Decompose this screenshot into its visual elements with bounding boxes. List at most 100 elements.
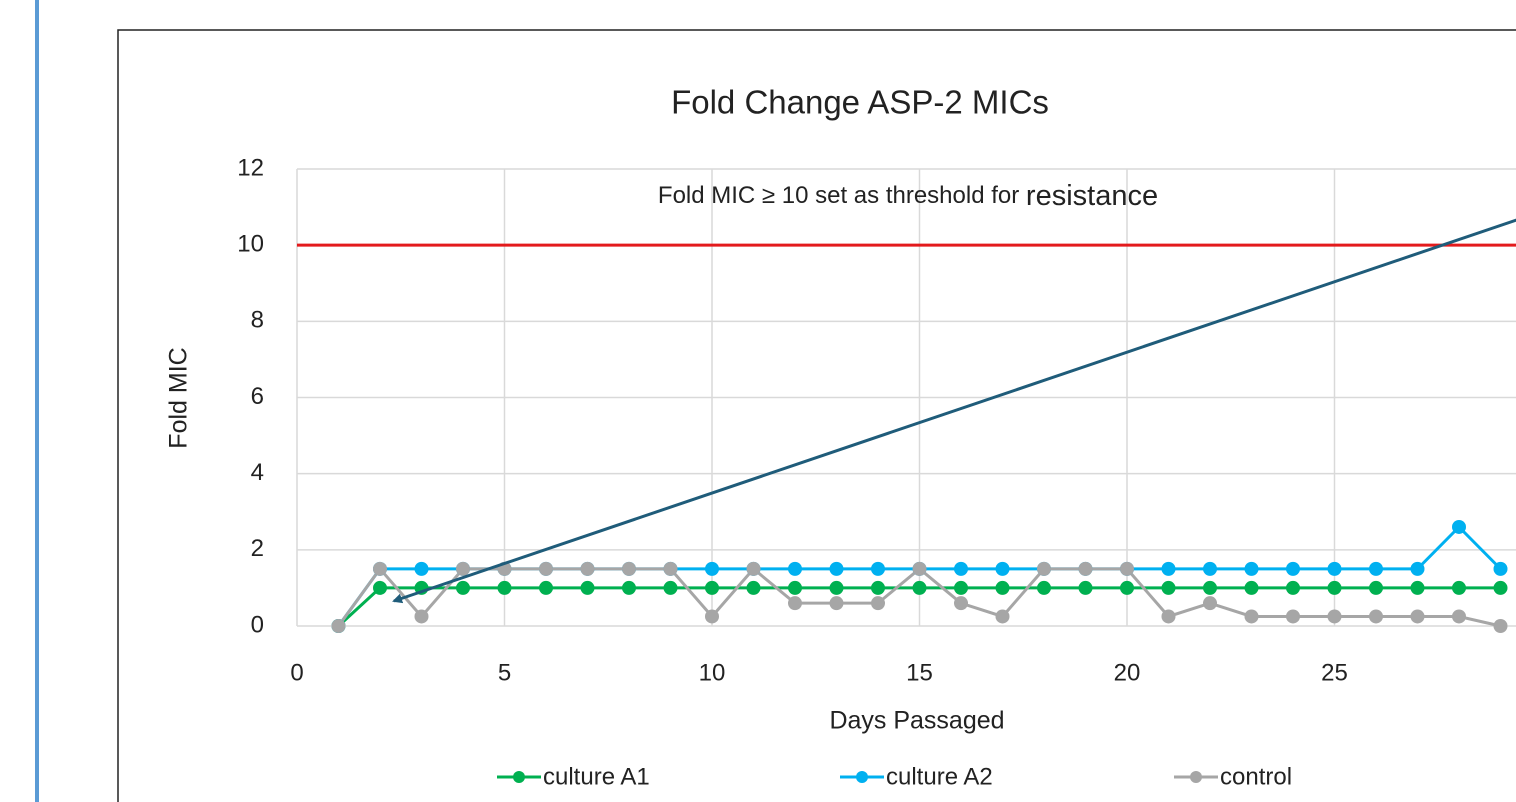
data-point — [414, 561, 429, 576]
x-tick-label: 25 — [1321, 659, 1348, 686]
legend-marker — [1190, 771, 1202, 783]
data-point — [1161, 609, 1176, 624]
y-tick-label: 4 — [251, 459, 264, 486]
data-point — [580, 561, 595, 576]
data-point — [622, 580, 636, 595]
data-point — [705, 609, 719, 624]
data-point — [1493, 619, 1508, 633]
data-point — [871, 561, 885, 576]
data-point — [954, 561, 968, 576]
data-point — [705, 561, 719, 576]
legend-label: culture A2 — [886, 763, 993, 790]
data-point — [497, 580, 512, 595]
legend-marker — [513, 771, 525, 783]
data-point — [829, 580, 844, 595]
data-point — [1452, 580, 1466, 595]
data-point — [788, 561, 802, 576]
x-tick-label: 5 — [498, 659, 511, 686]
data-point — [1244, 580, 1259, 595]
legend-marker — [856, 771, 868, 783]
data-point — [580, 580, 595, 595]
data-point — [1078, 561, 1093, 576]
data-point — [1286, 609, 1300, 624]
data-point — [663, 561, 678, 576]
legend-item: control — [1174, 763, 1292, 790]
y-tick-label: 6 — [251, 383, 264, 410]
data-point — [1327, 609, 1342, 624]
data-point — [456, 580, 470, 595]
data-point — [1369, 609, 1383, 624]
data-point — [1410, 561, 1425, 576]
chart-border — [117, 29, 1516, 802]
plot — [297, 243, 1516, 633]
data-point — [414, 609, 429, 624]
y-axis-label: Fold MIC — [165, 347, 193, 448]
data-point — [912, 580, 927, 595]
data-point — [1203, 596, 1217, 611]
data-point — [1078, 580, 1093, 595]
data-point — [829, 561, 844, 576]
legend-item: culture A1 — [497, 763, 650, 790]
data-point — [788, 580, 802, 595]
data-point — [1286, 561, 1300, 576]
data-point — [1410, 609, 1425, 624]
x-tick-label: 15 — [906, 659, 933, 686]
annotation-emphasis: resistance — [1026, 180, 1158, 212]
data-point — [1369, 580, 1383, 595]
data-point — [1120, 561, 1134, 576]
data-point — [1327, 561, 1342, 576]
y-tick-label: 8 — [251, 307, 264, 334]
data-point — [746, 580, 761, 595]
legend-label: control — [1220, 763, 1292, 790]
data-point — [1452, 609, 1466, 624]
data-point — [539, 561, 553, 576]
data-point — [829, 596, 844, 611]
annotation-arrow — [392, 218, 1516, 604]
x-tick-label: 10 — [699, 659, 726, 686]
data-point — [373, 580, 387, 595]
data-point — [1120, 580, 1134, 595]
data-point — [1037, 561, 1051, 576]
data-point — [1327, 580, 1342, 595]
data-point — [705, 580, 719, 595]
data-point — [539, 580, 553, 595]
chart-title: Fold Change ASP-2 MICs — [671, 84, 1049, 121]
data-point — [1161, 580, 1176, 595]
data-point — [663, 580, 678, 595]
data-point — [954, 580, 968, 595]
data-point — [331, 619, 346, 633]
data-point — [622, 561, 636, 576]
x-axis-label: Days Passaged — [829, 707, 1004, 735]
annotation-text: Fold MIC ≥ 10 set as threshold for — [658, 182, 1019, 209]
data-point — [373, 561, 387, 576]
data-point — [746, 561, 761, 576]
data-point — [1244, 561, 1259, 576]
y-tick-label: 10 — [237, 231, 264, 258]
data-point — [1369, 561, 1383, 576]
data-point — [1203, 561, 1217, 576]
data-point — [1452, 519, 1466, 534]
data-point — [456, 561, 470, 576]
data-point — [912, 561, 927, 576]
annotation: Fold MIC ≥ 10 set as threshold for resis… — [658, 180, 1158, 212]
x-tick-label: 20 — [1114, 659, 1141, 686]
x-tick-label: 0 — [290, 659, 303, 686]
data-point — [1410, 580, 1425, 595]
legend-label: culture A1 — [543, 763, 650, 790]
data-point — [1493, 561, 1508, 576]
data-point — [788, 596, 802, 611]
y-tick-label: 2 — [251, 535, 264, 562]
legend-item: culture A2 — [840, 763, 993, 790]
data-point — [871, 596, 885, 611]
data-point — [1203, 580, 1217, 595]
y-tick-label: 12 — [237, 154, 264, 181]
data-point — [995, 580, 1010, 595]
data-point — [954, 596, 968, 611]
data-point — [1037, 580, 1051, 595]
data-point — [995, 609, 1010, 624]
data-point — [1161, 561, 1176, 576]
data-point — [995, 561, 1010, 576]
data-point — [871, 580, 885, 595]
